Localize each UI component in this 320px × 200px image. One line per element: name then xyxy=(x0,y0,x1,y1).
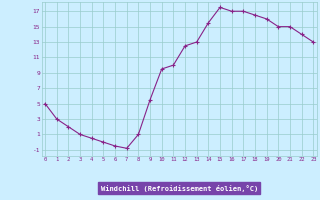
Text: Windchill (Refroidissement éolien,°C): Windchill (Refroidissement éolien,°C) xyxy=(100,184,258,192)
